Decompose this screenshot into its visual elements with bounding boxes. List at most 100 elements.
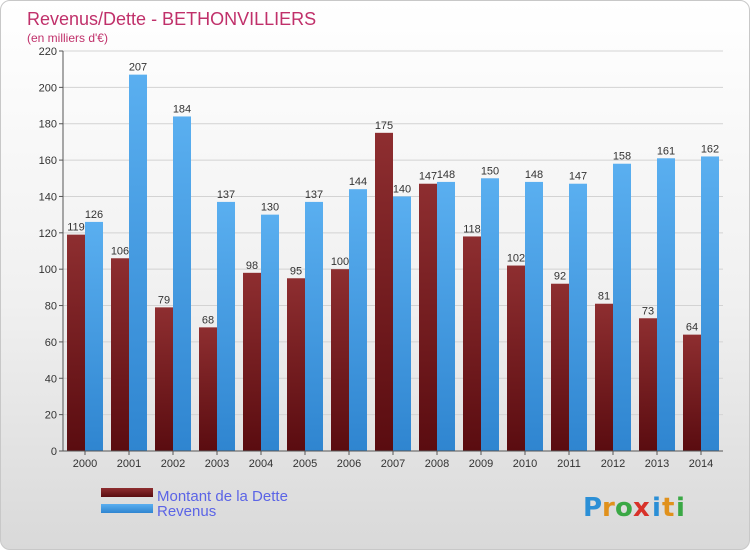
- y-tick-label: 40: [45, 373, 57, 385]
- bar-revenus: [481, 178, 499, 452]
- bar-revenus: [217, 201, 235, 451]
- x-tick-label: 2006: [337, 458, 361, 470]
- data-label: 79: [158, 294, 170, 306]
- data-label: 147: [419, 171, 437, 183]
- bars: [67, 74, 719, 452]
- bar-revenus: [305, 201, 323, 451]
- legend-label-revenus: Revenus: [157, 503, 216, 520]
- bar-revenus: [85, 221, 103, 451]
- y-tick-label: 0: [51, 446, 57, 458]
- legend: Montant de la Dette Revenus: [101, 488, 288, 520]
- legend-swatch-revenus: [101, 504, 153, 513]
- data-label: 184: [173, 103, 191, 115]
- svg-text:x: x: [633, 493, 650, 523]
- data-label: 102: [507, 253, 525, 265]
- chart-title: Revenus/Dette - BETHONVILLIERS: [27, 9, 316, 29]
- x-tick-label: 2009: [469, 458, 493, 470]
- bar-dette: [67, 234, 85, 451]
- bar-revenus: [569, 183, 587, 451]
- bar-dette: [551, 283, 569, 451]
- bar-dette: [375, 132, 393, 451]
- data-label: 68: [202, 314, 214, 326]
- x-tick-label: 2014: [689, 458, 713, 470]
- x-tick-label: 2012: [601, 458, 625, 470]
- data-label: 100: [331, 256, 349, 268]
- bar-revenus: [349, 189, 367, 451]
- bar-revenus: [613, 163, 631, 451]
- bar-revenus: [437, 181, 455, 451]
- data-label: 137: [305, 189, 323, 201]
- y-tick-label: 140: [39, 191, 57, 203]
- y-tick-label: 120: [39, 228, 57, 240]
- data-label: 150: [481, 165, 499, 177]
- x-tick-label: 2013: [645, 458, 669, 470]
- data-label: 98: [246, 260, 258, 272]
- bar-dette: [419, 183, 437, 451]
- svg-text:o: o: [615, 493, 633, 523]
- data-label: 106: [111, 245, 129, 257]
- data-label: 144: [349, 176, 367, 188]
- data-label: 161: [657, 145, 675, 157]
- legend-swatch-dette: [101, 488, 153, 497]
- bar-revenus: [261, 214, 279, 451]
- data-label: 162: [701, 143, 719, 155]
- y-tick-label: 160: [39, 155, 57, 167]
- bar-dette: [331, 269, 349, 451]
- x-tick-label: 2002: [161, 458, 185, 470]
- data-label: 140: [393, 183, 411, 195]
- proxiti-logo: P r o x i t i: [583, 493, 685, 523]
- bar-dette: [155, 307, 173, 451]
- x-tick-label: 2000: [73, 458, 97, 470]
- bar-dette: [287, 278, 305, 451]
- bar-dette: [683, 334, 701, 451]
- x-tick-label: 2008: [425, 458, 449, 470]
- data-label: 147: [569, 171, 587, 183]
- data-label: 118: [463, 223, 481, 235]
- legend-label-dette: Montant de la Dette: [157, 488, 288, 505]
- bar-dette: [199, 327, 217, 451]
- x-axis-ticks: 2000 2001 2002 2003 2004 2005 2006 2007 2008 2009…: [73, 451, 713, 470]
- data-label: 119: [67, 222, 85, 234]
- bar-dette: [595, 303, 613, 451]
- y-tick-label: 60: [45, 337, 57, 349]
- bar-revenus: [657, 158, 675, 452]
- x-tick-label: 2007: [381, 458, 405, 470]
- svg-text:i: i: [676, 493, 685, 523]
- chart-subtitle: (en milliers d'€): [27, 31, 108, 45]
- bar-dette: [639, 318, 657, 451]
- data-label: 126: [85, 209, 103, 221]
- data-label: 92: [554, 271, 566, 283]
- bar-revenus: [129, 74, 147, 452]
- svg-text:r: r: [602, 493, 615, 523]
- x-tick-label: 2004: [249, 458, 273, 470]
- data-label: 95: [290, 265, 302, 277]
- data-label: 175: [375, 120, 393, 132]
- data-label: 148: [437, 169, 455, 181]
- x-tick-label: 2011: [557, 458, 581, 470]
- y-axis-ticks: 0 20 40 60 80 100 120 140 160 180 200 220: [39, 46, 63, 458]
- bar-revenus: [173, 116, 191, 452]
- y-tick-label: 100: [39, 264, 57, 276]
- y-tick-label: 180: [39, 119, 57, 131]
- y-tick-label: 80: [45, 301, 57, 313]
- data-label: 130: [261, 202, 279, 214]
- svg-text:P: P: [583, 493, 602, 523]
- bar-revenus: [701, 156, 719, 452]
- y-tick-label: 20: [45, 410, 57, 422]
- data-label: 81: [598, 291, 610, 303]
- x-tick-label: 2010: [513, 458, 537, 470]
- bar-revenus: [393, 196, 411, 451]
- x-tick-label: 2003: [205, 458, 229, 470]
- svg-text:t: t: [662, 493, 674, 523]
- bar-dette: [111, 258, 129, 451]
- bar-dette: [507, 265, 525, 451]
- bar-dette: [463, 236, 481, 451]
- y-tick-label: 200: [39, 82, 57, 94]
- data-label: 64: [686, 322, 698, 334]
- x-tick-label: 2005: [293, 458, 317, 470]
- data-label: 73: [642, 305, 654, 317]
- data-label: 148: [525, 169, 543, 181]
